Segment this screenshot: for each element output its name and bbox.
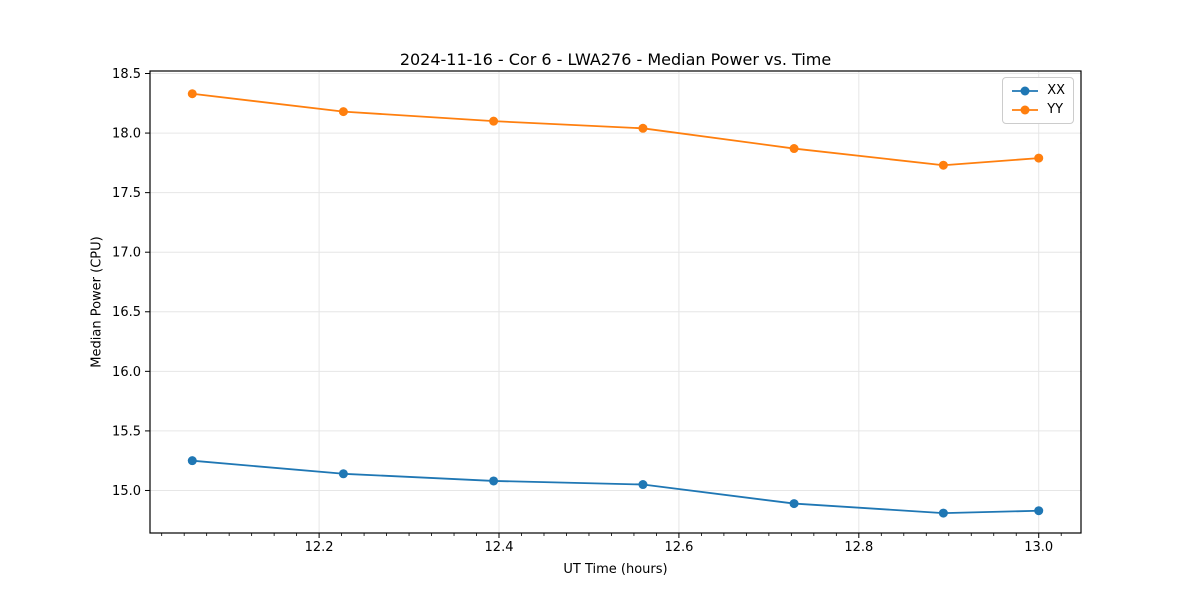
plot-border [149,70,1082,534]
data-point-XX [187,456,197,466]
data-point-YY [489,116,499,126]
legend-marker-icon [1012,86,1039,96]
data-point-YY [1034,153,1044,163]
data-point-YY [789,144,799,154]
x-tick-label: 12.4 [485,540,514,555]
data-point-XX [338,469,348,479]
y-axis-label: Median Power (CPU) [89,236,105,368]
x-tick-label: 13.0 [1024,540,1053,555]
y-tick-label: 15.0 [112,484,141,499]
data-point-YY [338,107,348,117]
x-tick-label: 12.8 [844,540,873,555]
x-tick-label: 12.6 [664,540,693,555]
legend-item-XX: XX [1010,82,1065,100]
x-axis-label: UT Time (hours) [563,562,668,577]
data-point-YY [638,123,648,133]
data-point-XX [938,508,948,518]
y-tick-label: 17.0 [112,246,141,261]
y-tick-label: 15.5 [112,424,141,439]
data-point-XX [1034,506,1044,516]
legend: XX YY [1002,77,1074,124]
legend-marker-icon [1012,105,1039,115]
legend-label: XX [1047,83,1065,98]
data-point-YY [187,89,197,99]
chart-title: 2024-11-16 - Cor 6 - LWA276 - Median Pow… [399,50,832,69]
y-tick-label: 18.5 [112,67,141,82]
data-point-XX [489,476,499,486]
y-tick-label: 16.0 [112,365,141,380]
y-tick-label: 17.5 [112,186,141,201]
legend-item-YY: YY [1010,101,1065,119]
data-point-YY [938,160,948,170]
data-point-XX [638,480,648,490]
data-point-XX [789,499,799,509]
y-tick-label: 18.0 [112,126,141,141]
legend-label: YY [1047,102,1064,117]
x-tick-label: 12.2 [305,540,334,555]
y-tick-label: 16.5 [112,305,141,320]
